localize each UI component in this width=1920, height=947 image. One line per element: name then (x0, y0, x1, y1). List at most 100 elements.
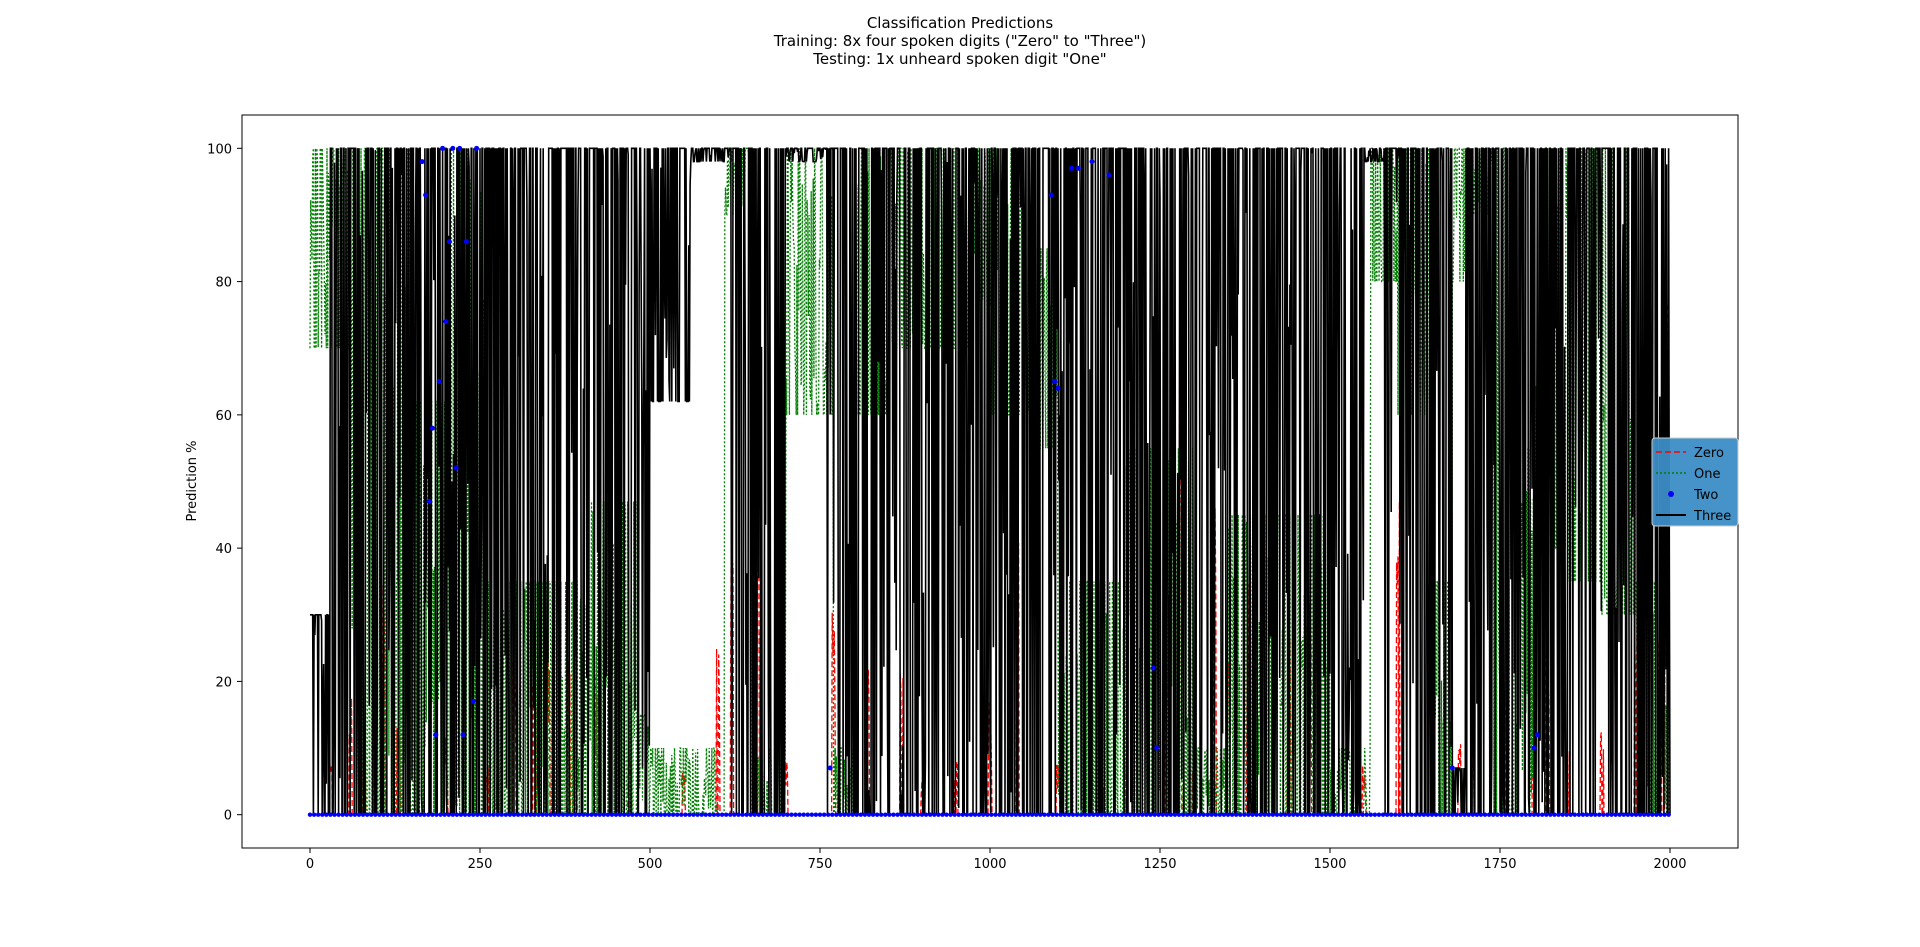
series-point-two (1087, 812, 1092, 817)
series-point-two (1258, 812, 1263, 817)
series-point-two (1197, 812, 1202, 817)
series-point-two (332, 812, 337, 817)
series-point-two (1368, 812, 1374, 817)
series-point-two (846, 812, 851, 817)
series-point-two (972, 812, 978, 817)
series-point-two (1136, 812, 1141, 817)
series-point-two (891, 812, 896, 817)
series-point-two (813, 812, 819, 817)
legend-label-one: One (1694, 467, 1720, 482)
series-point-two (1629, 812, 1635, 817)
series-point-two (1111, 812, 1116, 817)
series-point-two (1185, 812, 1190, 817)
series-point-two (401, 812, 407, 817)
series-point-two (336, 812, 341, 817)
series-point-two (621, 812, 627, 817)
series-point-two (1503, 812, 1508, 817)
series-point-two (1348, 812, 1353, 817)
chart-title-line-3: Testing: 1x unheard spoken digit "One" (813, 50, 1107, 68)
series-point-two (315, 812, 321, 817)
series-point-two (785, 812, 790, 817)
series-point-two (453, 465, 459, 471)
series-point-two (703, 812, 708, 817)
series-point-two (658, 812, 664, 817)
series-point-two (307, 812, 313, 817)
series-point-two (324, 812, 329, 817)
series-point-two (711, 812, 717, 817)
series-point-two (797, 812, 802, 817)
series-point-two (1106, 172, 1112, 178)
series-point-two (834, 812, 839, 817)
series-point-two (613, 812, 619, 817)
series-point-two (1539, 812, 1545, 817)
series-point-two (593, 812, 598, 817)
series-point-two (609, 812, 615, 817)
series-point-two (474, 145, 480, 151)
series-point-two (460, 732, 466, 738)
series-line-three (310, 147, 1671, 817)
series-point-two (1478, 812, 1484, 817)
series-point-two (1507, 812, 1512, 817)
series-point-two (1152, 812, 1157, 817)
series-point-two (960, 812, 965, 817)
series-point-two (1025, 812, 1031, 817)
series-point-two (495, 812, 500, 817)
series-point-two (736, 812, 741, 817)
series-point-two (422, 812, 427, 817)
series-point-two (1164, 812, 1170, 817)
series-point-two (1095, 812, 1100, 817)
series-point-two (491, 812, 496, 817)
series-point-two (1531, 812, 1537, 817)
series-point-two (1637, 812, 1643, 817)
series-point-two (1160, 812, 1165, 817)
series-point-two (466, 812, 472, 817)
series-point-two (626, 812, 631, 817)
series-point-two (993, 812, 998, 817)
series-point-two (1119, 812, 1125, 817)
series-point-two (1572, 812, 1578, 817)
series-point-two (1319, 812, 1325, 817)
series-point-two (1531, 745, 1537, 751)
series-point-two (1254, 812, 1259, 817)
series-point-two (838, 812, 843, 817)
series-point-two (1205, 812, 1210, 817)
series-point-two (1307, 812, 1312, 817)
series-point-two (1527, 812, 1533, 817)
series-point-two (589, 812, 594, 817)
series-point-two (597, 812, 602, 817)
series-point-two (577, 812, 582, 817)
series-point-two (454, 812, 460, 817)
series-point-two (1633, 812, 1639, 817)
series-point-two (328, 812, 333, 817)
series-point-two (985, 812, 990, 817)
series-point-two (634, 812, 639, 817)
series-point-two (1401, 812, 1406, 817)
series-point-two (1372, 812, 1378, 817)
series-point-two (1458, 812, 1463, 817)
series-point-two (1429, 812, 1435, 817)
series-point-two (1209, 812, 1214, 817)
series-point-two (827, 765, 833, 771)
series-point-two (1650, 812, 1655, 817)
series-point-two (1474, 812, 1480, 817)
y-axis-label: Prediction % (185, 440, 200, 521)
series-point-two (691, 812, 696, 817)
series-point-two (679, 812, 684, 817)
series-point-two (601, 812, 606, 817)
series-point-two (585, 812, 590, 817)
series-point-two (1515, 812, 1520, 817)
series-point-two (1625, 812, 1631, 817)
series-point-two (825, 812, 831, 817)
series-point-two (348, 812, 353, 817)
series-point-two (1189, 812, 1194, 817)
series-point-two (617, 812, 623, 817)
series-point-two (866, 812, 872, 817)
series-point-two (1193, 812, 1198, 817)
series-point-two (683, 812, 688, 817)
series-point-two (670, 812, 676, 817)
series-point-two (479, 812, 484, 817)
series-point-two (650, 812, 655, 817)
series-point-two (1099, 812, 1104, 817)
series-point-two (895, 812, 900, 817)
series-point-two (903, 812, 908, 817)
